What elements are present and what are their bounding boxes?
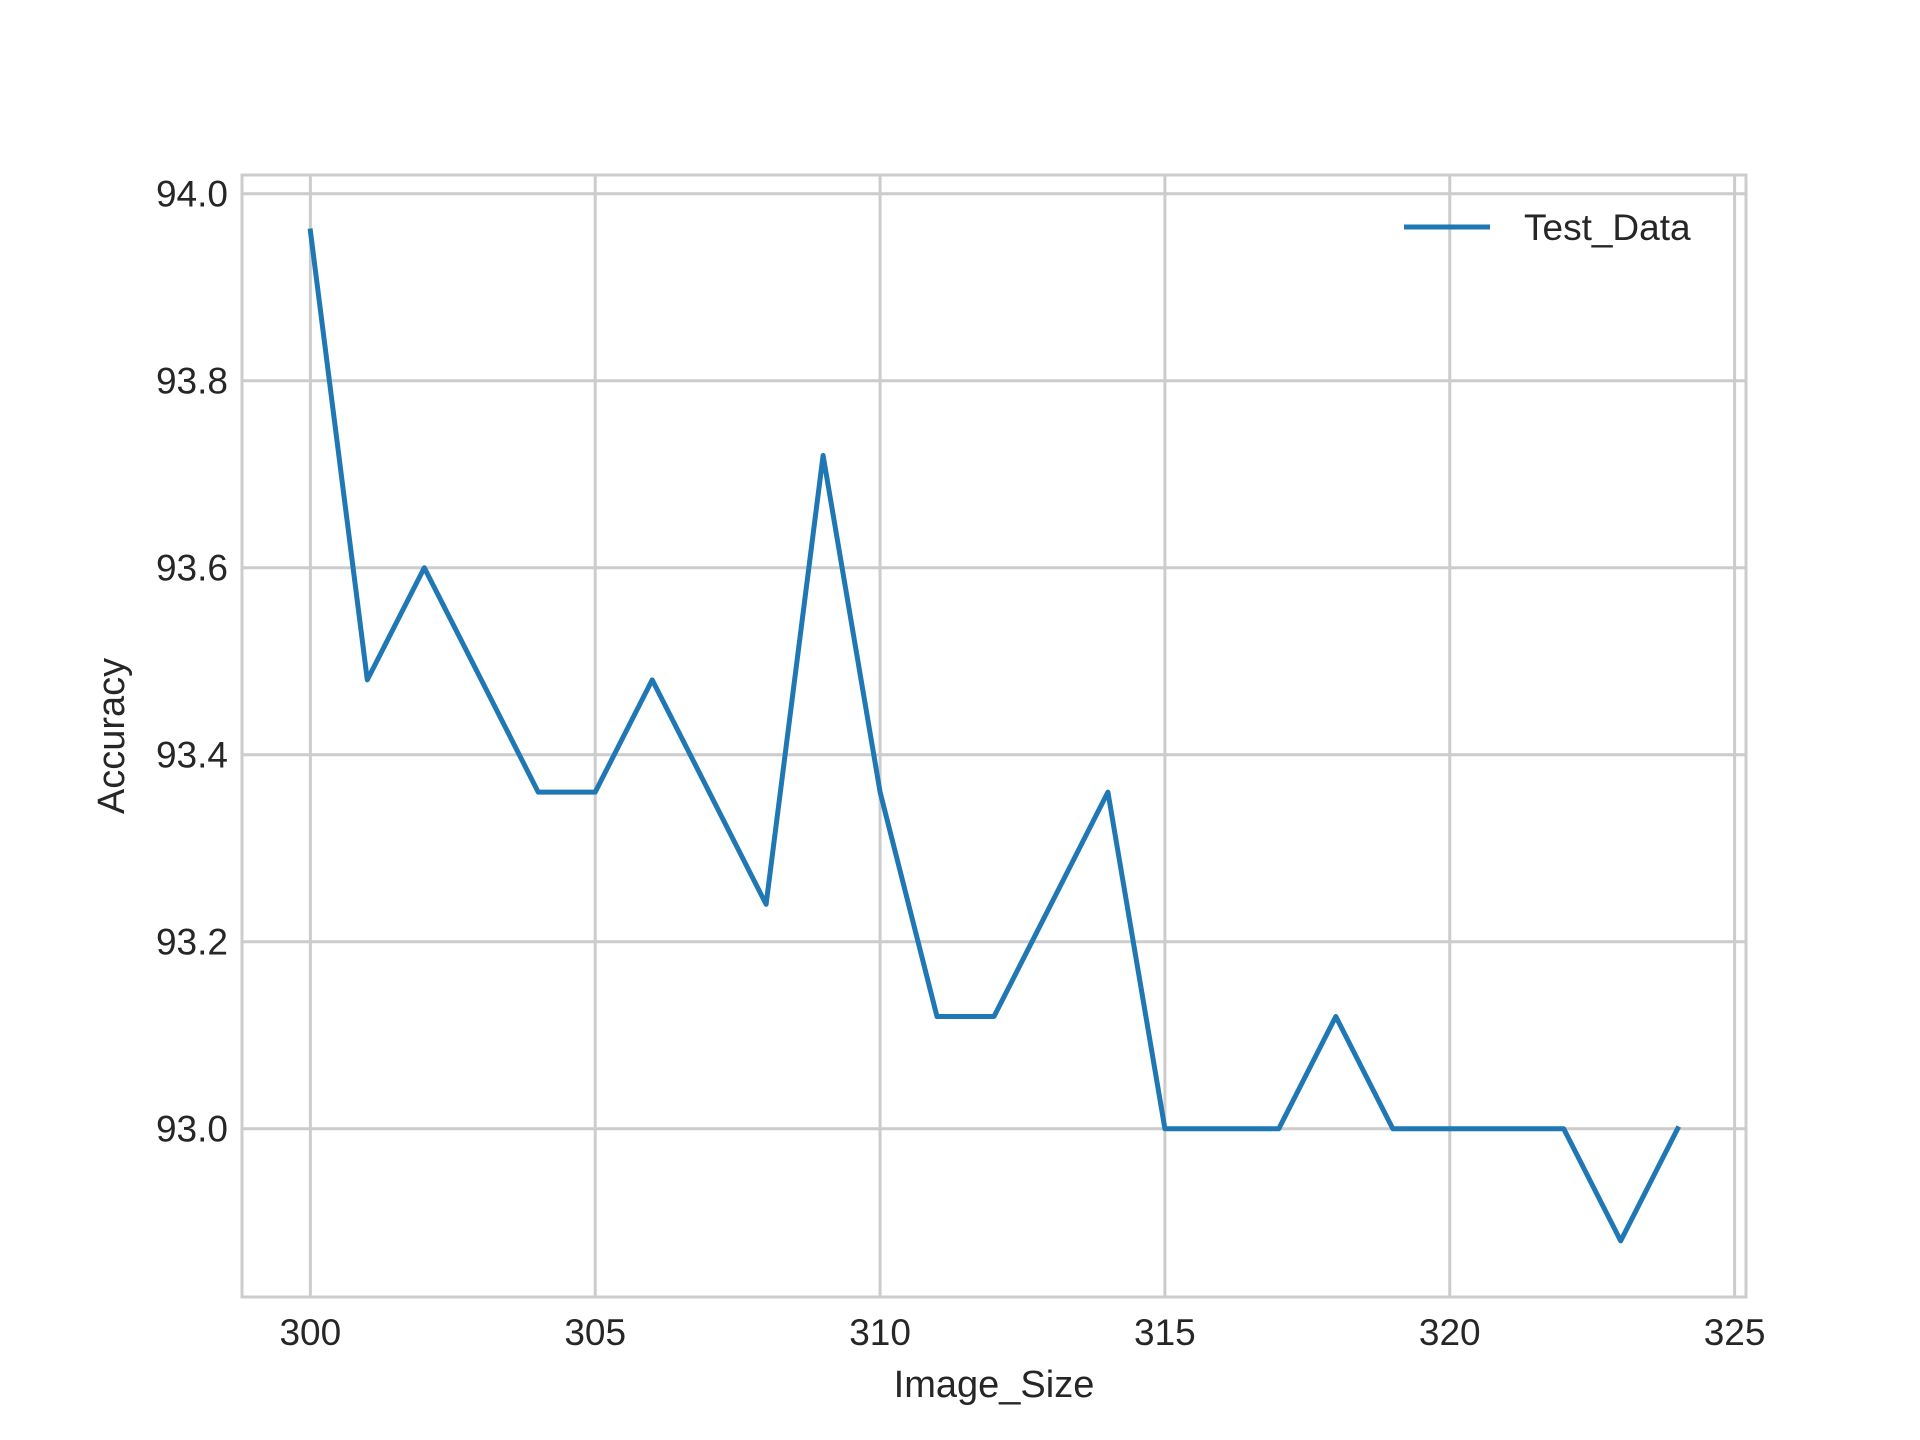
series-layer [307,228,1681,1244]
x-tick-label: 305 [564,1312,626,1353]
y-tick-label: 93.8 [156,361,228,402]
x-tick-label: 320 [1419,1312,1481,1353]
plot-frame [240,173,1748,1299]
legend-label-test-data: Test_Data [1524,207,1691,248]
x-tick-label: 300 [279,1312,341,1353]
x-tick-label: 315 [1134,1312,1196,1353]
x-tick-label: 325 [1704,1312,1766,1353]
y-axis-label: Accuracy [91,658,133,814]
x-axis-ticks: 300 305 310 315 320 325 [279,1312,1765,1353]
y-tick-label: 93.6 [156,548,228,589]
y-tick-label: 93.0 [156,1109,228,1150]
x-axis-label: Image_Size [894,1364,1095,1406]
grid [242,175,1746,1297]
y-tick-label: 94.0 [156,174,228,215]
series-line-test-data [307,228,1681,1244]
y-tick-label: 93.2 [156,922,228,963]
y-tick-label: 93.4 [156,735,228,776]
y-axis-ticks: 93.0 93.2 93.4 93.6 93.8 94.0 [156,174,228,1150]
x-tick-label: 310 [849,1312,911,1353]
legend: Test_Data [1404,207,1691,248]
